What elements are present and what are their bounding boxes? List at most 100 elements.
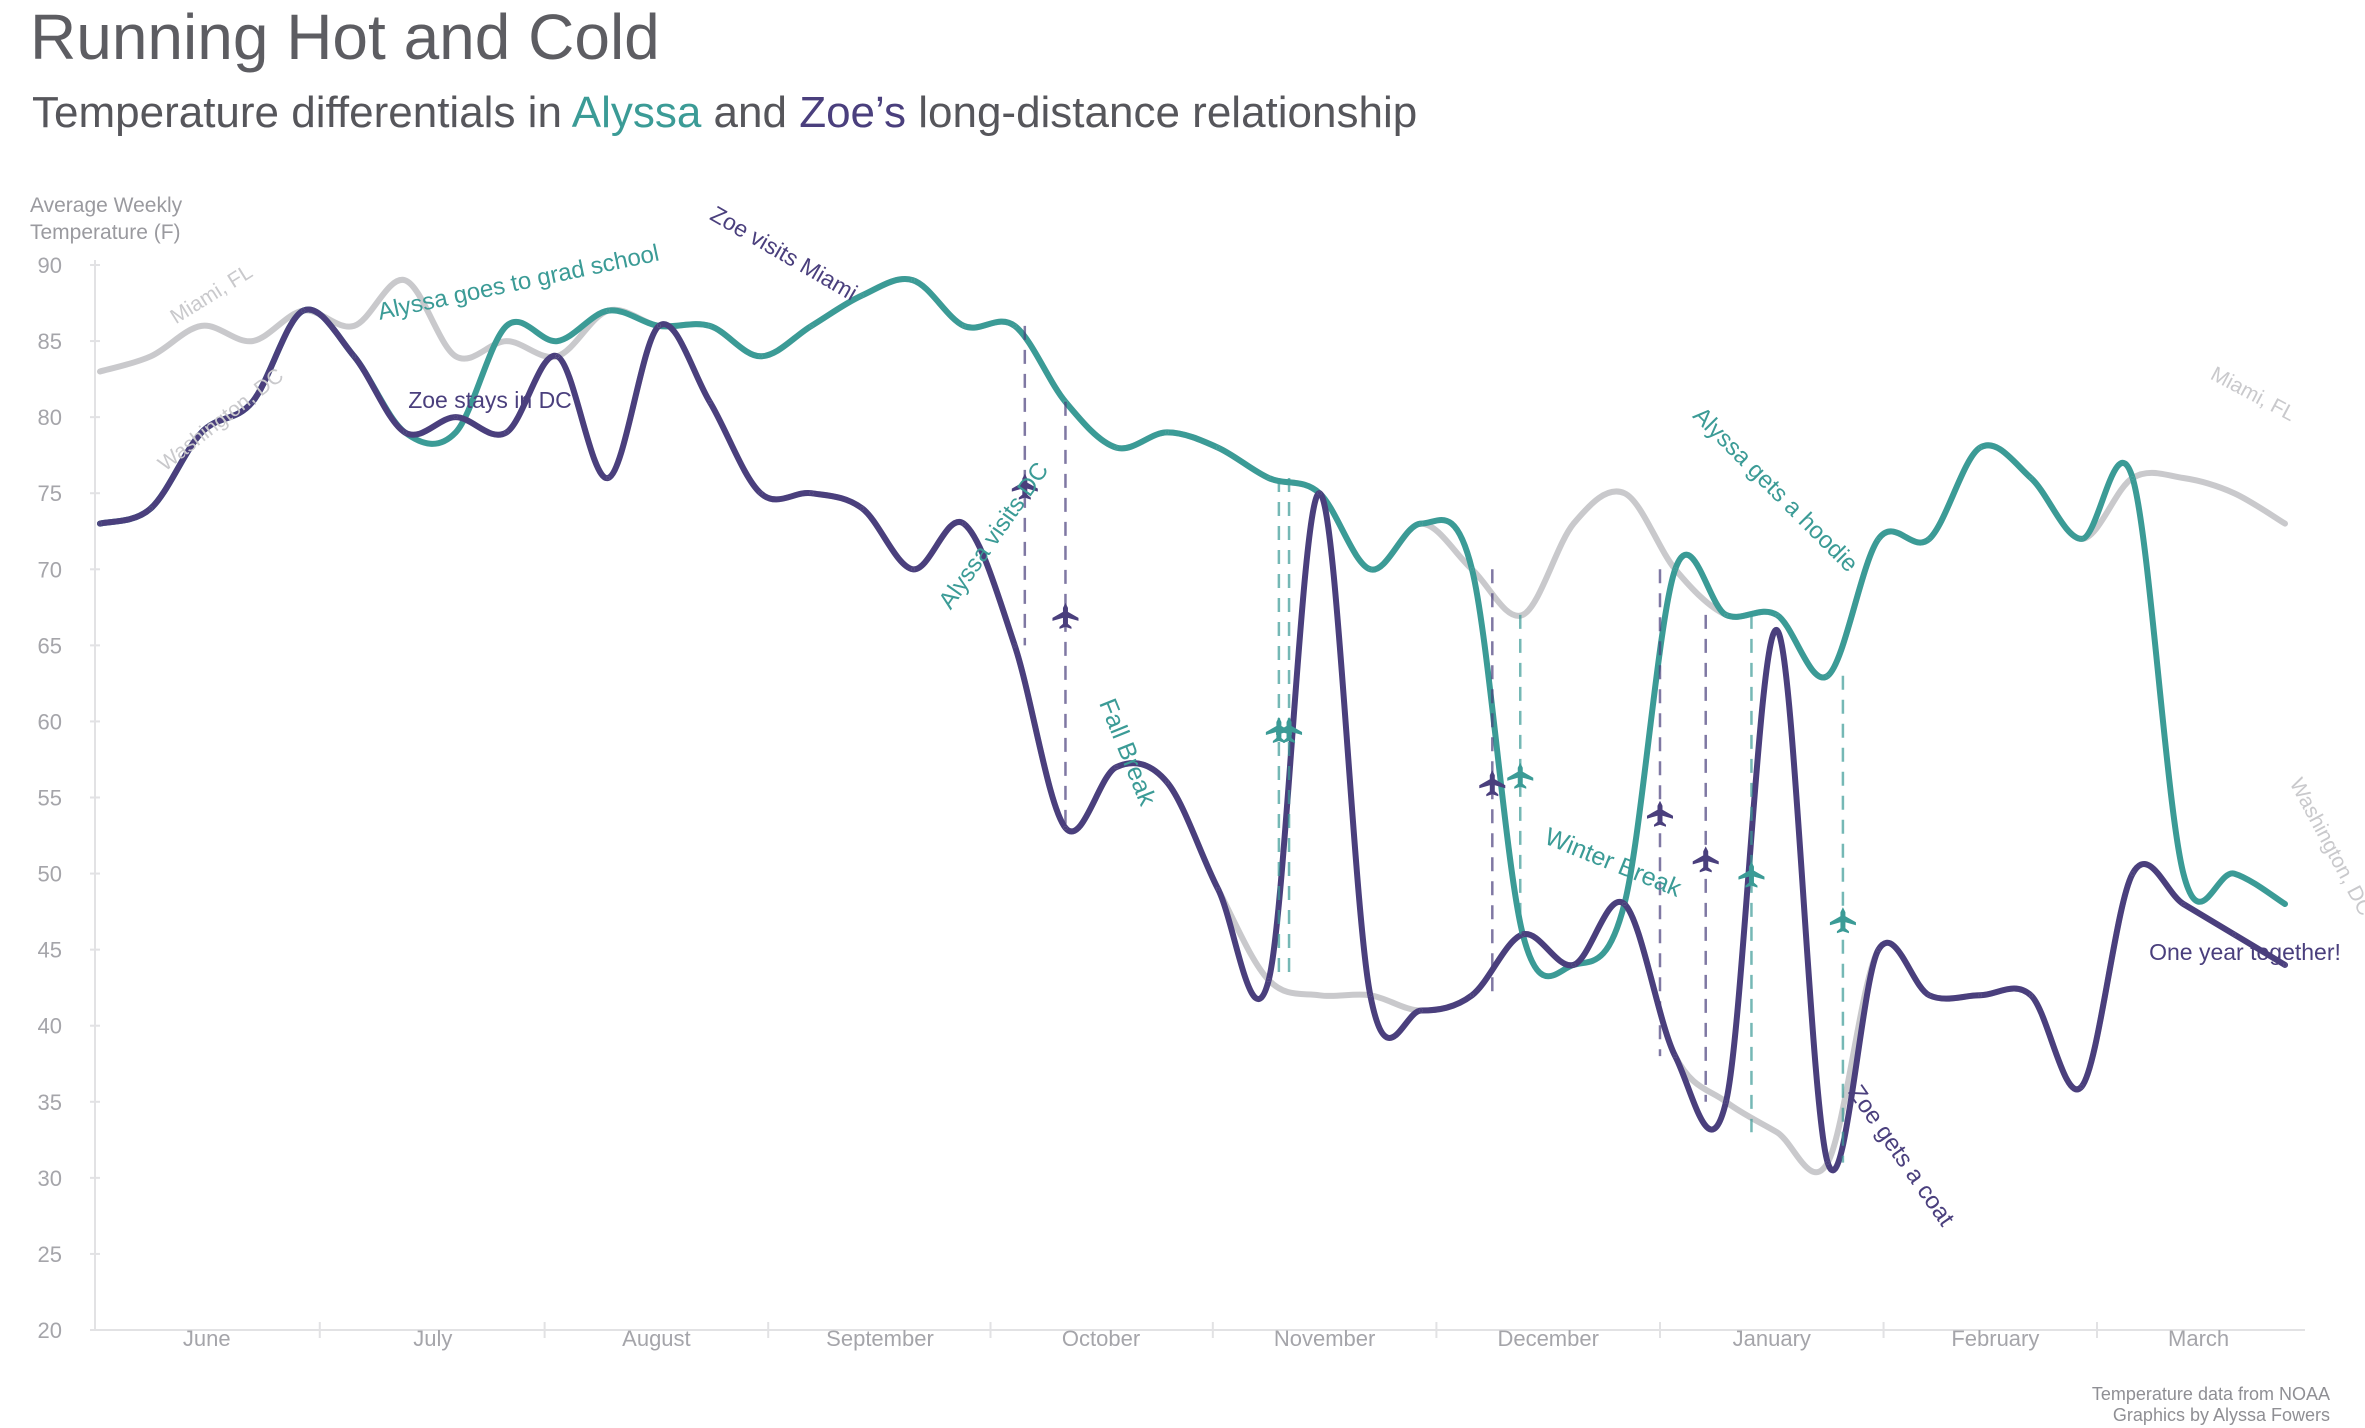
- data-point: [911, 278, 915, 283]
- data-point: [758, 491, 763, 496]
- chart-subtitle: Temperature differentials in Alyssa and …: [32, 88, 1417, 138]
- data-point: [809, 491, 814, 496]
- data-point: [2029, 993, 2033, 998]
- annotation-winter-break: Winter Break: [1541, 823, 1686, 903]
- data-point: [1927, 537, 1932, 541]
- plane-icon: [1479, 770, 1506, 797]
- data-point: [1419, 1008, 1423, 1013]
- data-point: [1825, 1160, 1830, 1165]
- plane-icon: [1738, 861, 1765, 888]
- plane-icon: [1507, 762, 1534, 789]
- y-tick-label: 80: [38, 405, 62, 430]
- x-tick-label: February: [1951, 1326, 2039, 1351]
- label-miami-end: Miami, FL: [2207, 362, 2299, 426]
- plane-shape: [1276, 717, 1303, 743]
- y-tick-label: 40: [38, 1014, 62, 1039]
- data-point: [301, 308, 306, 313]
- data-point: [2181, 902, 2186, 906]
- data-point: [1724, 1099, 1728, 1104]
- label-dc-start: Washington, DC: [154, 364, 288, 476]
- data-point: [1012, 324, 1017, 328]
- data-point: [2181, 476, 2186, 480]
- data-point: [149, 506, 153, 511]
- data-point: [2029, 476, 2033, 480]
- data-point: [1622, 902, 1627, 906]
- data-point: [962, 324, 966, 328]
- plane-icon: [1646, 800, 1673, 827]
- data-point: [1673, 567, 1678, 572]
- data-point: [1165, 780, 1169, 785]
- data-point: [504, 339, 509, 343]
- plane-shape: [1052, 602, 1079, 629]
- x-tick-label: October: [1062, 1326, 1140, 1351]
- plane-shape: [1738, 861, 1765, 888]
- y-tick-label: 85: [38, 329, 62, 354]
- data-point: [2130, 476, 2135, 480]
- data-point: [1876, 947, 1881, 952]
- data-point: [1520, 932, 1525, 937]
- data-point: [504, 430, 509, 435]
- data-point: [1266, 978, 1271, 982]
- annotation-hoodie: Alyssa gets a hoodie: [1687, 402, 1863, 578]
- data-point: [1775, 628, 1779, 632]
- data-point: [1470, 993, 1474, 998]
- plane-shape: [1646, 800, 1673, 827]
- data-point: [1571, 521, 1576, 526]
- annotation-one-year: One year together!: [2149, 939, 2341, 965]
- plane-icon: [1829, 907, 1856, 934]
- data-point: [1673, 1054, 1678, 1058]
- data-point: [2079, 537, 2084, 541]
- y-axis-label-line1: Average Weekly: [30, 194, 183, 217]
- y-tick-label: 25: [38, 1242, 62, 1267]
- data-point: [199, 324, 204, 328]
- plane-icon: [1276, 717, 1303, 743]
- data-point: [1876, 537, 1881, 541]
- data-point: [1216, 886, 1220, 891]
- data-point: [453, 415, 458, 419]
- plane-icon: [1011, 473, 1038, 500]
- y-tick-label: 20: [38, 1318, 62, 1343]
- subtitle-alyssa: Alyssa: [571, 88, 702, 137]
- data-point: [1063, 826, 1068, 830]
- data-point: [1114, 445, 1119, 450]
- y-tick-label: 90: [38, 253, 62, 278]
- x-tick-label: September: [826, 1326, 934, 1351]
- data-point: [403, 430, 407, 435]
- annotation-zoe-visits: Zoe visits Miami: [706, 201, 862, 306]
- y-axis-label-line2: Temperature (F): [30, 221, 181, 244]
- data-point: [199, 430, 204, 435]
- label-miami-start: Miami, FL: [166, 260, 256, 328]
- data-point: [352, 324, 356, 328]
- x-tick-label: July: [413, 1326, 452, 1351]
- y-tick-label: 30: [38, 1166, 62, 1191]
- data-point: [453, 430, 458, 435]
- plane-icon: [1052, 602, 1079, 629]
- data-point: [1775, 1130, 1779, 1135]
- source-line1: Temperature data from NOAA: [2091, 1384, 2330, 1404]
- subtitle-prefix: Temperature differentials in: [32, 88, 572, 137]
- plane-shape: [1692, 846, 1719, 873]
- data-point: [2283, 521, 2287, 526]
- data-point: [504, 324, 509, 328]
- data-point: [1724, 613, 1728, 617]
- plane-shape: [1011, 473, 1038, 500]
- y-axis-label: Average Weekly Temperature (F): [30, 192, 182, 246]
- data-point: [1927, 993, 1932, 998]
- y-tick-label: 50: [38, 862, 62, 887]
- data-point: [1114, 765, 1119, 769]
- plane-shape: [1265, 717, 1292, 743]
- data-point: [2181, 871, 2186, 876]
- plane-shape: [1479, 770, 1506, 797]
- data-point: [1978, 445, 1982, 450]
- x-tick-label: January: [1733, 1326, 1811, 1351]
- data-point: [606, 476, 610, 480]
- data-point: [2130, 871, 2135, 876]
- data-point: [657, 324, 661, 328]
- source-note: Temperature data from NOAA Graphics by Al…: [2092, 1384, 2330, 1426]
- plane-icon: [1692, 846, 1719, 873]
- annotation-fall-break: Fall Break: [1093, 695, 1161, 810]
- data-point: [2232, 932, 2236, 937]
- y-tick-label: 65: [38, 633, 62, 658]
- y-tick-label: 45: [38, 938, 62, 963]
- data-point: [1216, 445, 1220, 450]
